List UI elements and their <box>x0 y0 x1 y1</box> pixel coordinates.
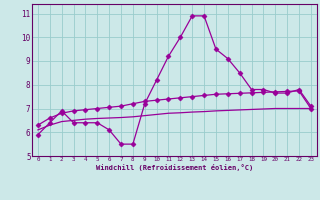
X-axis label: Windchill (Refroidissement éolien,°C): Windchill (Refroidissement éolien,°C) <box>96 164 253 171</box>
